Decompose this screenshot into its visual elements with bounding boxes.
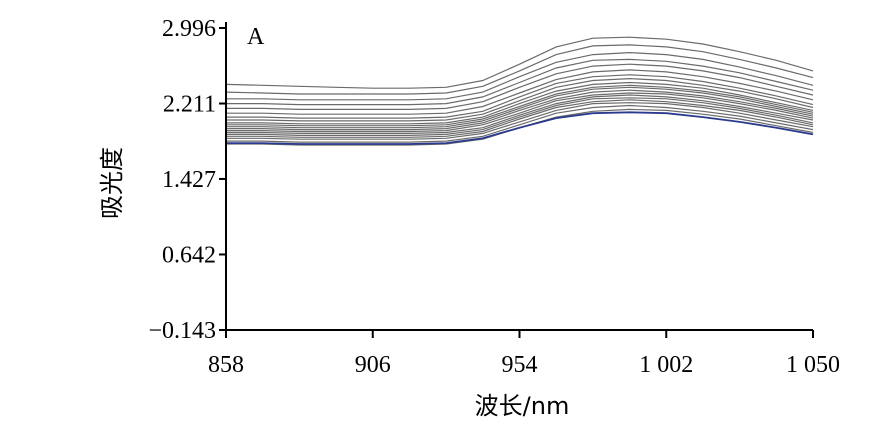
spectrum-line	[225, 44, 814, 95]
spectrum-line	[226, 84, 814, 127]
series-layer	[225, 36, 814, 146]
y-tick-label: −0.143	[148, 318, 216, 344]
x-tick-label: 858	[208, 352, 244, 378]
y-tick-label: 0.642	[162, 242, 216, 268]
spectrum-line	[226, 51, 814, 101]
spectrum-line	[226, 58, 814, 106]
spectrum-line	[226, 74, 814, 119]
spectrum-line-highlight	[226, 111, 814, 145]
x-ticks: 858 906 954 1 002 1 050	[208, 330, 840, 378]
x-tick-label: 906	[355, 352, 391, 378]
y-ticks: −0.143 0.642 1.427 2.211 2.996	[148, 16, 226, 344]
spectrum-line	[226, 97, 814, 136]
x-axis-title: 波长/nm	[475, 392, 570, 420]
spectrum-line	[226, 63, 814, 111]
y-tick-label: 2.211	[163, 92, 216, 118]
y-tick-label: 1.427	[162, 167, 216, 193]
spectrum-line	[226, 102, 814, 140]
spectrum-line	[226, 92, 814, 133]
spectrum-line	[225, 36, 814, 89]
spectrum-line	[226, 89, 814, 131]
spectrum-line	[226, 81, 814, 125]
y-axis-title: 吸光度	[98, 147, 126, 219]
spectrum-line	[226, 104, 814, 143]
axis-layer	[225, 22, 813, 331]
y-tick-label: 2.996	[162, 16, 216, 42]
spectrum-line	[226, 94, 814, 134]
spectrum-line	[226, 86, 814, 129]
spectrum-line	[226, 77, 814, 122]
panel-label: A	[247, 24, 265, 50]
x-tick-label: 1 002	[639, 352, 693, 378]
spectrum-line	[226, 99, 814, 138]
spectrum-line	[226, 69, 814, 115]
x-tick-label: 954	[502, 352, 538, 378]
x-tick-label: 1 050	[786, 352, 840, 378]
